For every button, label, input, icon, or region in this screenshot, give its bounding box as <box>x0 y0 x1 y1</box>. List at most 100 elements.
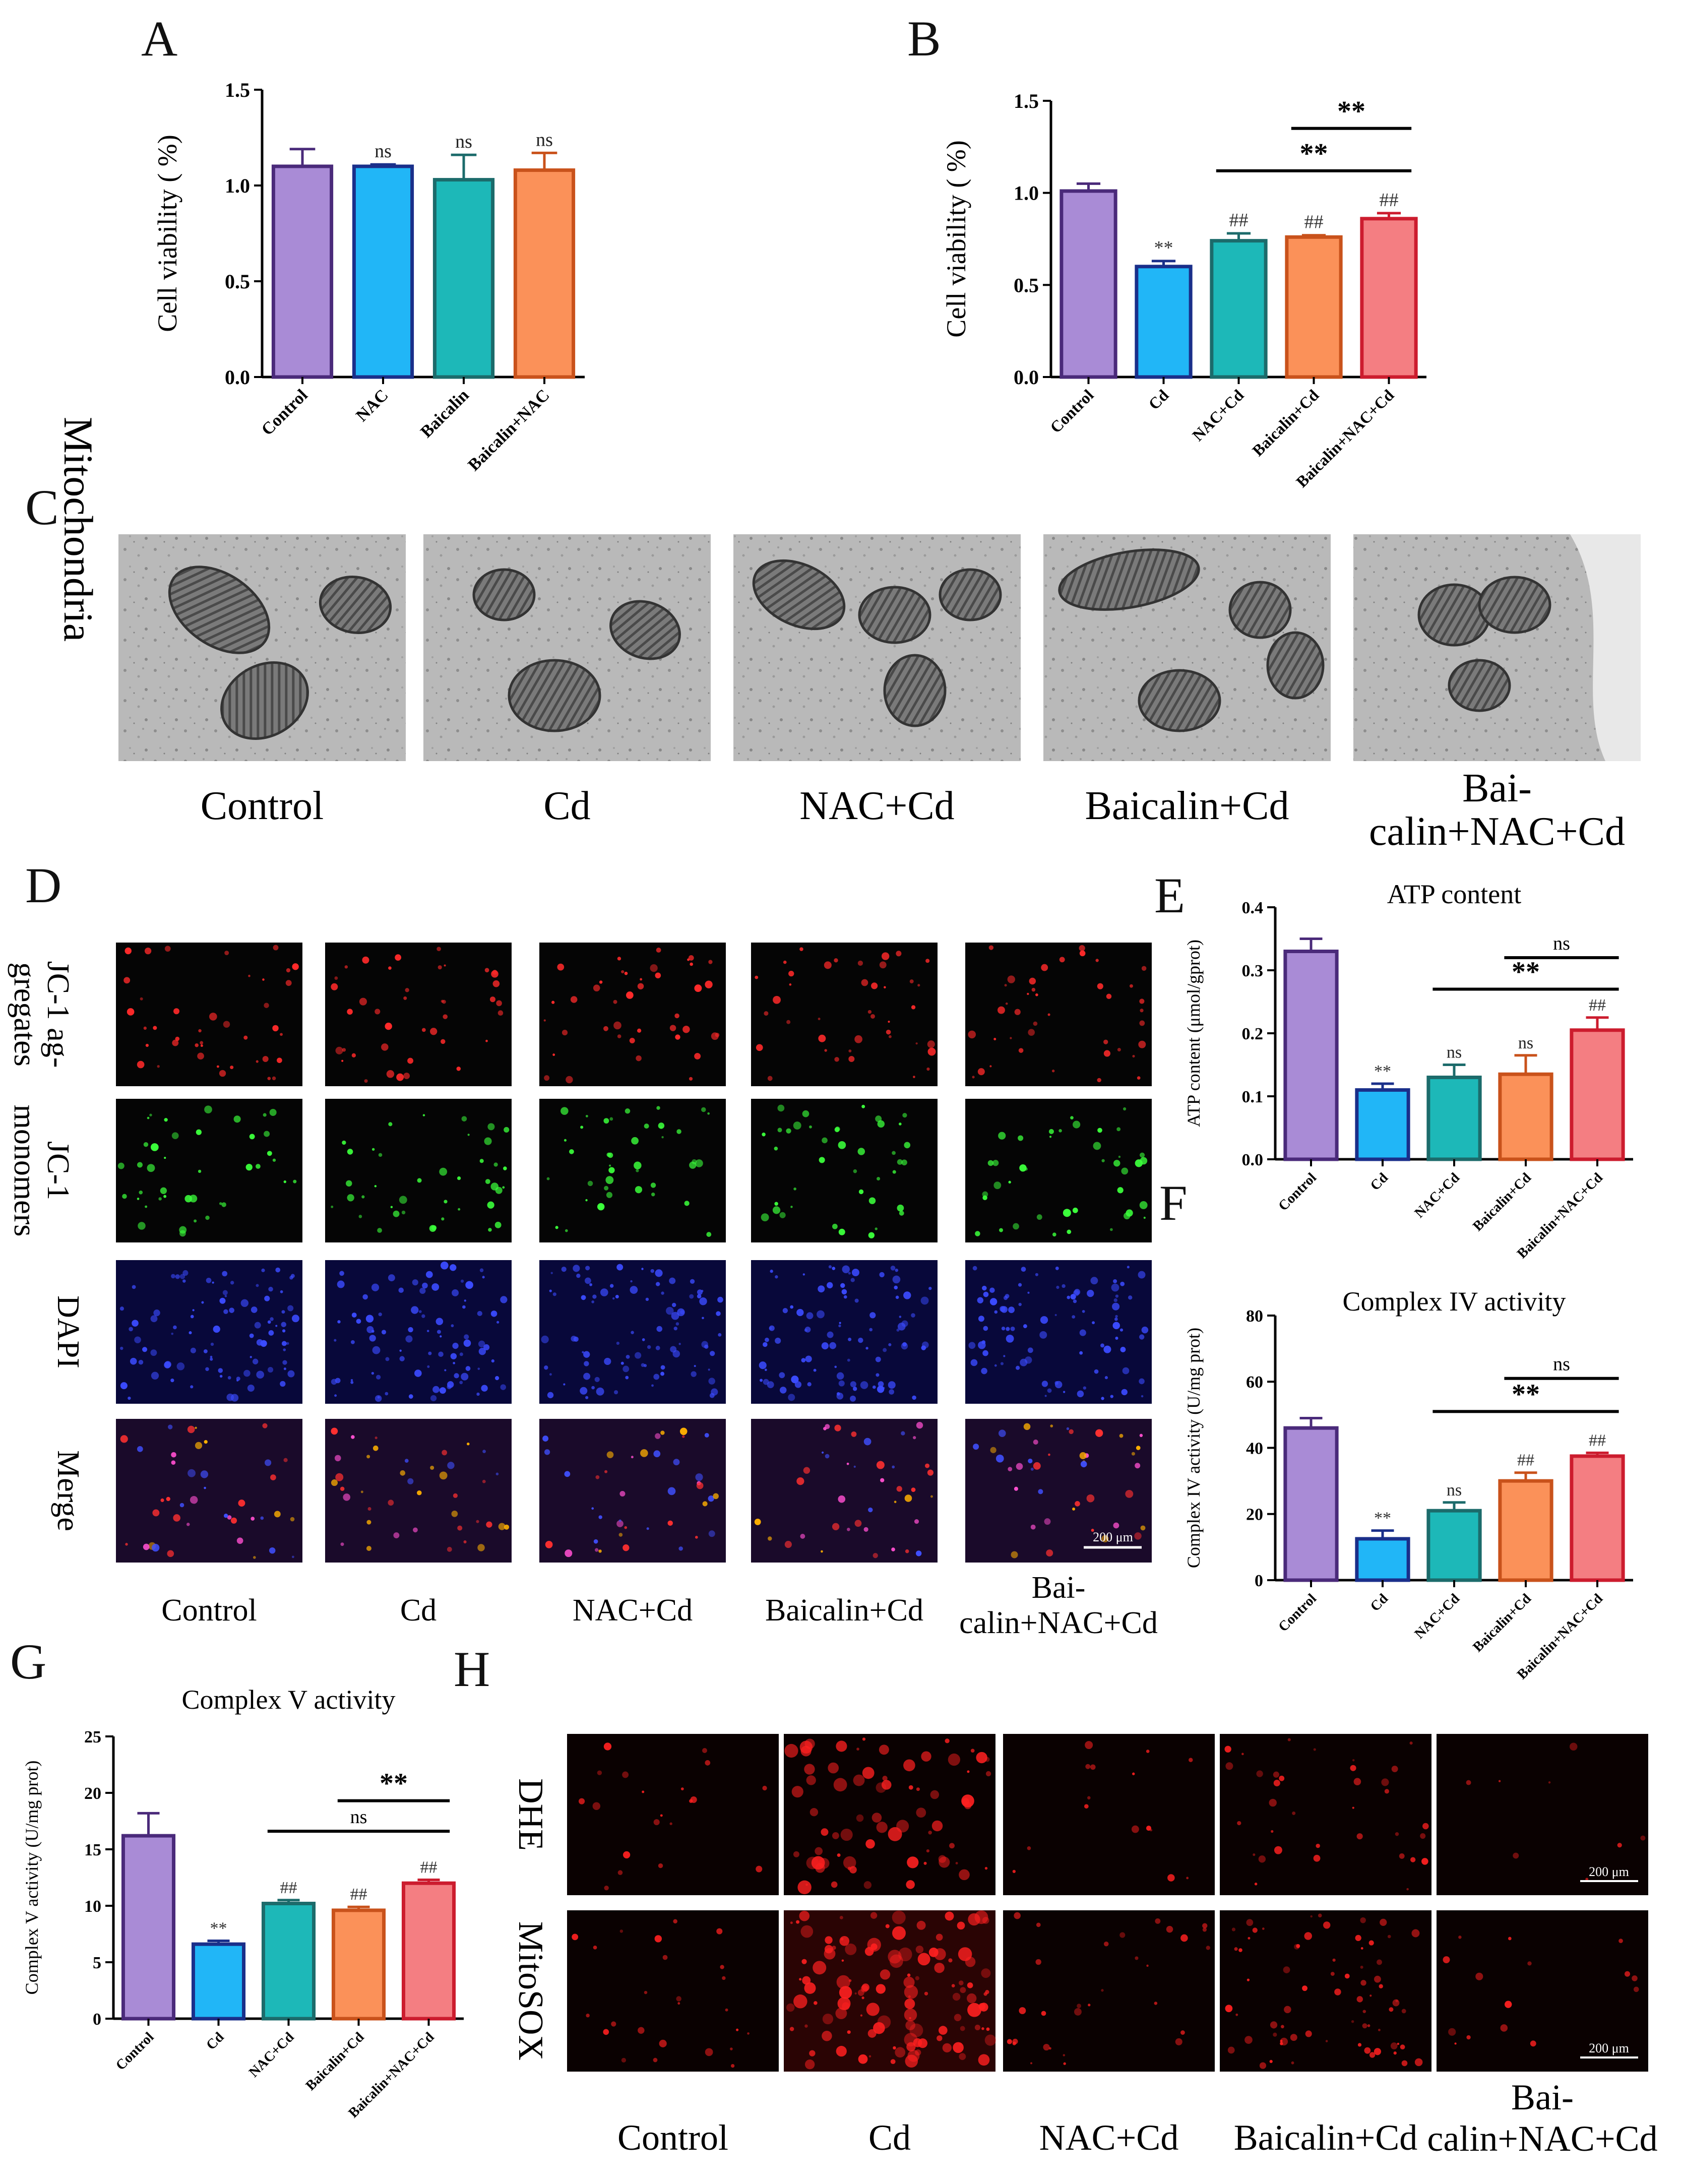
fluorescent-spot <box>150 1315 158 1323</box>
fluorescent-spot <box>1066 1427 1070 1430</box>
fluorescent-spot <box>836 1393 844 1400</box>
fluorescent-spot <box>857 960 863 966</box>
fluorescent-spot <box>1010 1326 1015 1331</box>
ros-row-label: MitoSOX <box>511 1921 550 2061</box>
ros-signal <box>1381 1778 1389 1786</box>
fluorescent-spot <box>836 1372 844 1380</box>
fluorescent-spot <box>1110 1395 1113 1398</box>
tile-background <box>1437 1734 1648 1895</box>
fluorescent-spot <box>650 1182 656 1188</box>
fluorescent-spot <box>764 1368 767 1371</box>
ros-group-label: Baicalin+Cd <box>1234 2117 1418 2158</box>
y-tick-label: 25 <box>84 1728 101 1746</box>
ros-signal <box>1135 1956 1139 1960</box>
fluorescent-spot <box>658 1122 665 1129</box>
fluorescent-spot <box>1069 1429 1074 1434</box>
fluorescent-spot <box>1086 1494 1095 1503</box>
fluorescent-spot <box>679 1427 688 1436</box>
mitochondrion <box>752 559 846 631</box>
fluorescent-spot <box>422 1282 428 1289</box>
tile-background <box>1437 1910 1648 2072</box>
ros-signal <box>931 1820 943 1832</box>
fluorescent-spot <box>847 1528 850 1531</box>
tile-background <box>1220 1910 1431 2072</box>
category-label: Cd <box>1145 386 1172 413</box>
fluorescent-spot <box>369 1335 376 1342</box>
ros-signal <box>793 1851 799 1857</box>
fluorescent-spot <box>1119 1433 1124 1438</box>
fluorescent-spot <box>708 1368 710 1371</box>
ros-signal <box>957 1921 965 1930</box>
fluorescent-spot <box>280 1381 286 1387</box>
fluorescent-spot <box>1033 1462 1041 1470</box>
ros-signal <box>801 1959 807 1964</box>
fluorescent-spot <box>651 1384 654 1387</box>
ros-signal <box>1414 2058 1423 2067</box>
fluorescent-spot <box>1046 1549 1053 1557</box>
fluorescent-spot <box>408 1327 413 1333</box>
ros-signal <box>730 2047 733 2050</box>
fluorescent-spot <box>494 1376 500 1381</box>
ros-signal <box>1280 2039 1283 2042</box>
fluorescent-spot <box>378 1312 382 1317</box>
ros-signal <box>967 1770 970 1773</box>
ros-signal <box>720 1965 724 1969</box>
fluorescent-spot <box>841 1289 847 1295</box>
fluorescent-spot <box>1139 1378 1145 1385</box>
fluorescent-spot <box>822 1137 828 1144</box>
ros-signal <box>981 1968 991 1978</box>
fluorescent-spot <box>186 1522 190 1526</box>
fluorescent-spot <box>457 1176 461 1180</box>
ros-signal <box>1475 1972 1483 1980</box>
fluorescent-spot <box>606 1451 614 1458</box>
fluorescent-spot <box>858 1337 863 1343</box>
fluorescent-spot <box>763 1342 768 1347</box>
y-tick-label: 1.0 <box>225 174 250 197</box>
fluorescent-spot <box>1079 945 1085 952</box>
fluorescent-spot <box>881 952 890 960</box>
fluorescent-spot <box>564 1139 567 1142</box>
ros-signal <box>1397 2042 1400 2045</box>
fluorescent-spot <box>555 1226 558 1229</box>
fluorescent-spot <box>877 1386 885 1393</box>
fluorescent-spot <box>364 1079 368 1083</box>
fluorescent-spot <box>671 1312 679 1320</box>
fluorescent-spot <box>1137 1076 1141 1080</box>
fluorescent-spot <box>809 1125 812 1129</box>
ros-signal <box>939 2026 948 2035</box>
fluorescent-spot <box>140 997 143 1001</box>
ros-signal <box>954 2014 962 2022</box>
ros-signal <box>974 2024 980 2031</box>
panel-c-tem-micrographs: Mitochondria Control Cd NAC+Cd Baicalin+Cd B… <box>55 417 1641 854</box>
fluorescent-spot <box>1059 957 1065 963</box>
fluorescent-spot <box>459 1381 463 1385</box>
tem-image-0 <box>118 534 406 761</box>
ros-signal <box>1131 1825 1139 1833</box>
ros-signal <box>1313 1854 1321 1862</box>
ros-signal <box>793 1994 807 2009</box>
fluorescent-spot <box>500 1384 506 1390</box>
ros-signal <box>1351 2020 1354 2023</box>
fluorescent-spot <box>1113 1279 1117 1283</box>
fluorescent-spot <box>983 1291 989 1297</box>
fluorescent-spot <box>1079 1329 1086 1336</box>
fluorescent-spot <box>251 1306 258 1313</box>
fluorescent-spot <box>661 1136 664 1139</box>
fluorescent-spot <box>268 1330 274 1336</box>
ros-signal <box>662 1955 668 1960</box>
fluorescent-spot <box>351 1435 355 1439</box>
fluorescent-spot <box>993 1038 996 1041</box>
fluorescent-spot <box>497 1010 504 1016</box>
fluorescent-spot <box>904 1142 911 1149</box>
fluorescent-spot <box>911 1487 916 1492</box>
fluorescent-spot <box>260 1516 264 1520</box>
significance-label: ns <box>1518 1034 1533 1052</box>
y-tick-label: 15 <box>84 1841 101 1859</box>
fluorescent-spot <box>1011 1551 1018 1558</box>
fluorescent-spot <box>671 1302 676 1307</box>
fluor-row-label: JC-1 ag-gregates <box>8 961 75 1068</box>
fluorescent-spot <box>458 1208 461 1211</box>
fluorescent-spot <box>496 1321 500 1324</box>
fluorescent-spot <box>1117 1047 1121 1052</box>
